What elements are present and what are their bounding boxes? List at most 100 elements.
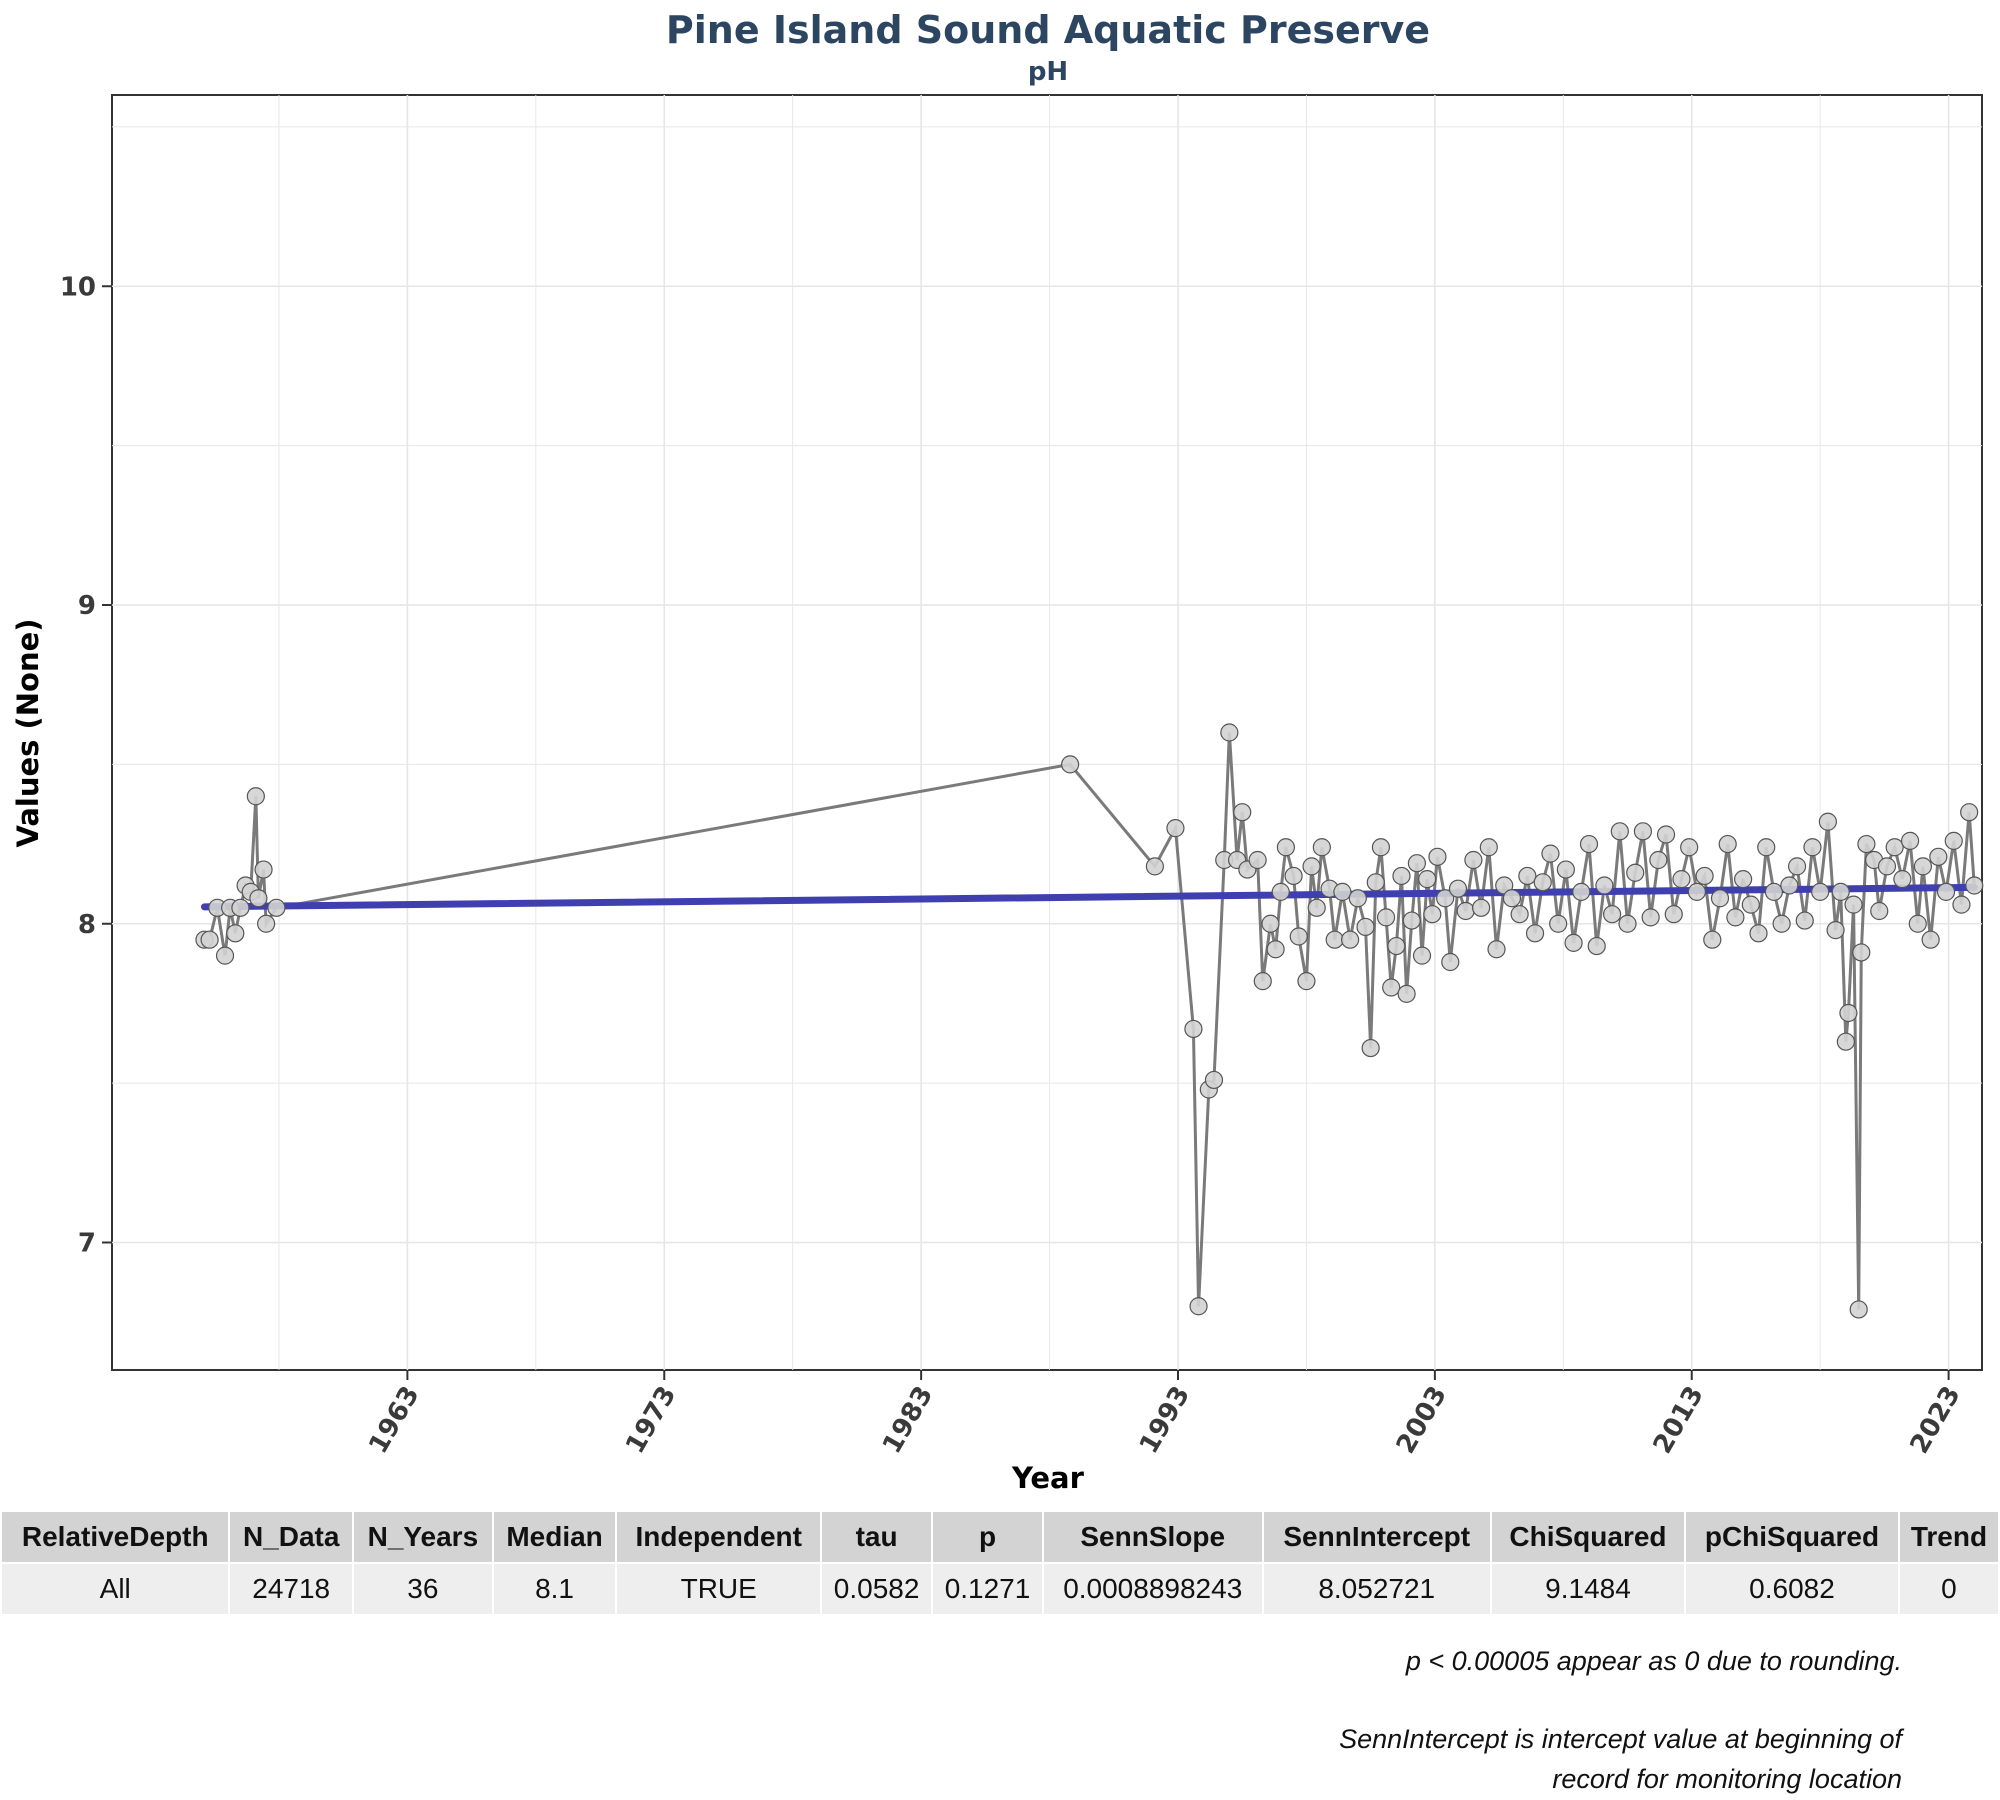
data-point: [1145, 857, 1164, 876]
chart-title: Pine Island Sound Aquatic Preserve: [666, 8, 1430, 52]
data-point: [1248, 850, 1267, 870]
data-point: [1510, 905, 1529, 924]
data-point: [1595, 876, 1614, 895]
data-point: [1710, 889, 1730, 908]
data-point: [1333, 882, 1352, 901]
x-tick-label: 1973: [620, 1381, 682, 1459]
data-point: [1266, 940, 1285, 959]
data-point: [1428, 847, 1447, 866]
table-header-cell: SennSlope: [1043, 1512, 1262, 1562]
data-point: [1960, 803, 1979, 822]
table-cell: 8.052721: [1263, 1562, 1490, 1614]
data-point: [1518, 866, 1537, 886]
data-point: [1656, 825, 1676, 844]
data-point: [1297, 972, 1316, 991]
data-point: [1741, 895, 1760, 914]
data-point: [1680, 838, 1699, 857]
table-cell: 0.0582: [822, 1562, 932, 1614]
table-cell: TRUE: [617, 1562, 821, 1614]
table-cell: 36: [353, 1562, 492, 1614]
data-point: [1965, 876, 1984, 895]
table-header-cell: tau: [822, 1512, 932, 1562]
data-point: [1564, 933, 1583, 952]
data-point: [1726, 908, 1745, 927]
data-point: [1811, 882, 1830, 901]
data-point: [1641, 908, 1660, 927]
data-point: [1579, 834, 1599, 854]
data-point: [1780, 876, 1799, 895]
data-point: [1184, 1019, 1203, 1039]
data-point: [1734, 870, 1753, 889]
data-point: [1703, 930, 1722, 949]
data-point: [1348, 889, 1367, 908]
data-point: [1376, 908, 1396, 927]
data-point: [1772, 914, 1791, 933]
data-point: [1261, 914, 1280, 933]
data-point: [1836, 1032, 1855, 1051]
intercept-note-line1: SennIntercept is intercept value at begi…: [1339, 1724, 1902, 1754]
data-point: [254, 860, 273, 879]
data-point: [1456, 901, 1475, 921]
y-axis-ticks: 7 8 9 10: [60, 272, 112, 1259]
table-cell: 8.1: [493, 1562, 616, 1614]
x-tick-label: 2003: [1391, 1381, 1453, 1459]
table-header-cell: Median: [493, 1512, 616, 1562]
data-point: [1587, 936, 1606, 956]
table-header-cell: RelativeDepth: [2, 1512, 229, 1562]
table-header-cell: SennIntercept: [1263, 1512, 1490, 1562]
data-point: [1307, 898, 1326, 917]
x-tick-label: 1993: [1134, 1381, 1196, 1459]
data-point: [1387, 936, 1406, 956]
data-point: [267, 898, 286, 917]
table-cell: 24718: [230, 1562, 352, 1614]
data-point: [1749, 924, 1768, 943]
data-point: [1402, 911, 1421, 930]
data-point: [1913, 857, 1933, 876]
data-point: [1312, 838, 1331, 857]
data-point: [1382, 978, 1401, 997]
data-point: [1341, 930, 1360, 949]
y-tick-label: 9: [78, 591, 96, 621]
table-header-row: RelativeDepth N_Data N_Years Median Independ…: [2, 1512, 1998, 1562]
data-point: [1764, 882, 1784, 901]
data-point: [1392, 866, 1411, 886]
data-point: [1556, 860, 1575, 879]
data-point: [1276, 838, 1295, 857]
y-tick-label: 10: [60, 272, 96, 302]
table-cell: 0.1271: [933, 1562, 1042, 1614]
data-point: [1366, 873, 1385, 892]
data-point: [1757, 838, 1776, 857]
table-row: All 24718 36 8.1 TRUE 0.0582 0.1271 0.000889824…: [2, 1562, 1998, 1614]
data-point: [1407, 854, 1426, 873]
data-point: [1672, 870, 1691, 889]
data-point: [1541, 844, 1560, 863]
data-points: [195, 723, 1984, 1319]
rounding-note: p < 0.00005 appear as 0 due to rounding.: [1405, 1646, 1902, 1676]
data-point: [1325, 930, 1344, 949]
data-point: [1572, 882, 1591, 901]
intercept-note-line2: record for monitoring location: [1552, 1764, 1902, 1794]
data-point: [1361, 1038, 1380, 1058]
data-point: [1397, 984, 1416, 1003]
data-point: [1525, 924, 1545, 943]
data-point: [1893, 870, 1912, 889]
grid-lines: [112, 95, 1982, 1370]
trend-layer: [200, 883, 1978, 911]
data-point: [1900, 831, 1920, 850]
table-header-cell: pChiSquared: [1686, 1512, 1898, 1562]
data-point: [1818, 812, 1837, 831]
data-point: [1826, 921, 1845, 940]
data-point: [1253, 972, 1272, 991]
data-point: [1204, 1070, 1224, 1090]
y-axis-label: Values (None): [11, 618, 45, 847]
x-axis-label: Year: [1011, 1461, 1085, 1495]
data-point: [1921, 930, 1940, 949]
data-point: [1633, 822, 1653, 841]
data-point: [1857, 834, 1876, 854]
data-point: [1061, 755, 1080, 774]
table-body: All 24718 36 8.1 TRUE 0.0582 0.1271 0.000889824…: [2, 1562, 1998, 1614]
table-header-cell: Independent: [617, 1512, 821, 1562]
table-cell: 0.6082: [1686, 1562, 1898, 1614]
data-point: [1849, 1300, 1868, 1319]
data-point: [1302, 857, 1321, 876]
